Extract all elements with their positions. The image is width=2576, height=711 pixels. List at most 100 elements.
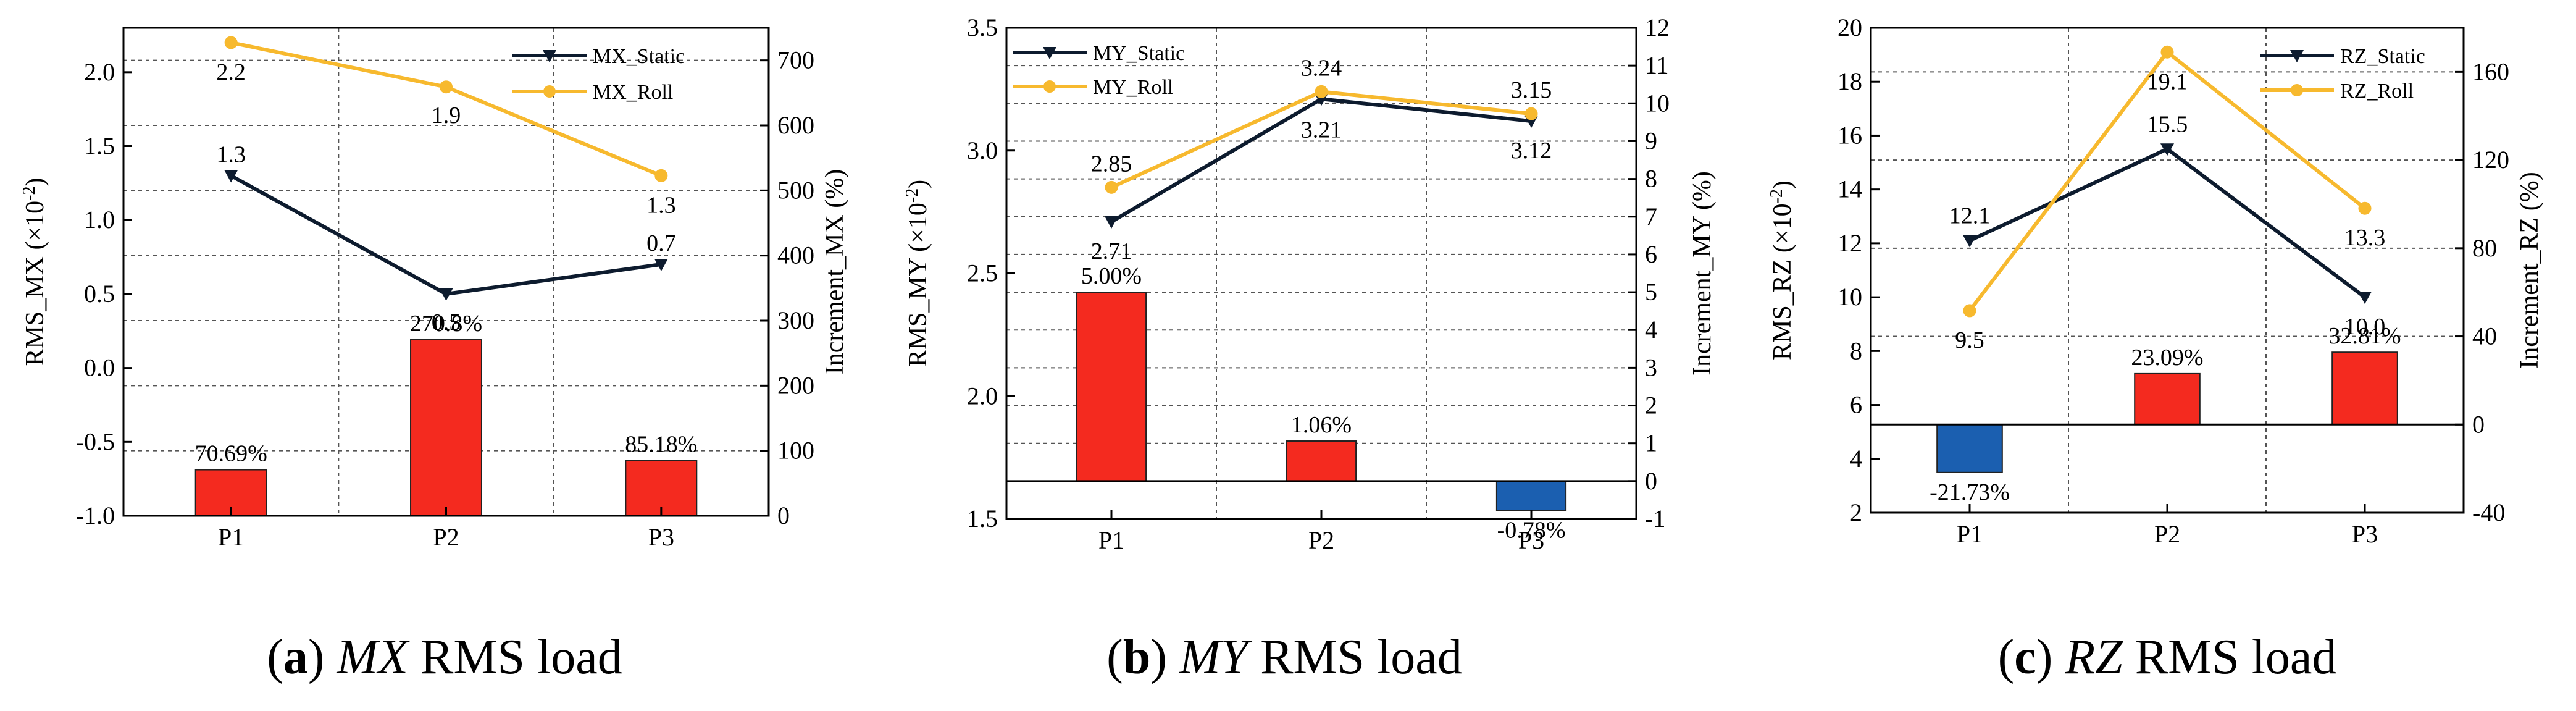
caption-part: MY: [1179, 630, 1253, 684]
panel-caption: (b) MY RMS load: [1106, 630, 1462, 684]
increment-bar: [625, 460, 698, 516]
series-marker: [2160, 143, 2174, 156]
x-axis-tick-label: P1: [218, 523, 244, 551]
series-data-label: 3.21: [1301, 117, 1342, 143]
right-axis-tick-label: 80: [2472, 234, 2497, 262]
x-axis-tick-label: P3: [1518, 526, 1544, 554]
left-axis-tick-label: -0.5: [76, 427, 115, 455]
x-axis-tick-label: P2: [433, 523, 459, 551]
series-data-label: 3.24: [1301, 55, 1342, 81]
right-axis-tick-label: 400: [777, 242, 814, 269]
right-axis-tick-label: 10: [1645, 89, 1670, 117]
legend-label: MX_Static: [593, 45, 685, 68]
series-marker: [440, 80, 453, 94]
right-axis-tick-label: 160: [2472, 57, 2509, 85]
series-marker: [1963, 235, 1976, 248]
right-axis-tick-label: 0: [1645, 467, 1657, 495]
right-axis-tick-label: 500: [777, 176, 814, 204]
x-axis-tick-label: P1: [1957, 520, 1983, 548]
bar-data-label: -0.78%: [1497, 518, 1566, 544]
x-axis-tick-label: P2: [1308, 526, 1334, 554]
chart-panel-mx: 70.69% 270.8% 85.18% 1.3 0.5 0.7 2.2 1.9 1.3 -1.0…: [20, 27, 849, 684]
left-axis-tick-label: 2: [1850, 499, 1862, 526]
right-axis-tick-label: 9: [1645, 127, 1657, 154]
bar-data-label: 23.09%: [2131, 345, 2203, 371]
left-axis-title: RMS_MY (×10-2): [903, 180, 932, 367]
caption-part: c: [2014, 630, 2036, 684]
increment-bar: [1495, 480, 1567, 511]
right-axis-tick-label: 3: [1645, 353, 1657, 381]
legend-marker: [1043, 80, 1056, 93]
series-line-mx_static: [230, 174, 662, 297]
right-axis-tick-label: -40: [2472, 499, 2505, 526]
left-axis-tick-label: 1.5: [84, 132, 115, 160]
caption-part: RMS load: [408, 630, 622, 684]
caption-part: b: [1123, 630, 1151, 684]
left-axis-tick-label: 18: [1838, 67, 1862, 95]
left-axis-tick-label: 12: [1838, 229, 1862, 257]
left-axis-tick-label: 1.5: [967, 505, 998, 532]
caption-part: ): [2036, 630, 2065, 684]
right-axis-title: Increment_MX (%): [821, 169, 849, 374]
left-axis-tick-label: 14: [1838, 175, 1862, 203]
bar-data-label: 85.18%: [625, 431, 697, 457]
series-data-label: 10.0: [2344, 314, 2386, 340]
series-data-label: 13.3: [2344, 225, 2386, 251]
right-axis-tick-label: 6: [1645, 240, 1657, 268]
bar-data-label: 5.00%: [1081, 263, 1142, 289]
right-axis-tick-label: 300: [777, 306, 814, 334]
right-axis-tick-label: 7: [1645, 203, 1657, 230]
increment-bar: [410, 339, 482, 516]
left-axis-tick-label: 4: [1850, 445, 1862, 473]
left-axis-title-superscript: -2: [903, 188, 922, 203]
right-axis-tick-label: 2: [1645, 392, 1657, 419]
left-axis-title-superscript: -2: [20, 187, 39, 201]
right-axis-title: Increment_RZ (%): [2515, 172, 2544, 368]
series-data-label: 1.3: [216, 141, 246, 167]
bar-data-label: 1.06%: [1291, 412, 1352, 438]
legend-label: RZ_Roll: [2340, 80, 2414, 103]
panel-caption: (a) MX RMS load: [267, 630, 622, 684]
left-axis-tick-label: 8: [1850, 337, 1862, 364]
series-data-label: 2.2: [216, 59, 246, 85]
series-marker: [1315, 85, 1328, 98]
right-axis-tick-label: 8: [1645, 165, 1657, 193]
series-marker: [1524, 107, 1538, 120]
left-axis-title-close: ): [21, 178, 49, 187]
increment-bar: [2331, 351, 2398, 426]
left-axis-tick-label: 1.0: [84, 206, 115, 233]
legend-label: MY_Roll: [1093, 76, 1173, 99]
legend-marker: [543, 50, 556, 62]
bar-data-label: 270.8%: [410, 311, 482, 337]
caption-part: (: [1106, 630, 1123, 684]
legend-label: RZ_Static: [2340, 45, 2425, 68]
series-data-label: 2.85: [1091, 151, 1132, 177]
right-axis-title: Increment_MY (%): [1688, 171, 1717, 376]
caption-part: RMS load: [1248, 630, 1462, 684]
legend-marker: [2290, 50, 2304, 62]
x-axis-tick-label: P3: [648, 523, 674, 551]
bar-data-label: 32.81%: [2328, 323, 2401, 349]
left-axis-tick-label: 6: [1850, 391, 1862, 419]
increment-bar: [1076, 292, 1147, 482]
series-marker: [224, 170, 238, 183]
series-data-label: 1.3: [646, 192, 676, 218]
series-line-rz_static: [1968, 146, 2366, 299]
caption-part: ): [308, 630, 337, 684]
series-data-label: 3.15: [1511, 77, 1552, 103]
left-axis-title-close: ): [1768, 180, 1797, 189]
left-axis-tick-label: 2.0: [84, 58, 115, 86]
left-axis-tick-label: 10: [1838, 283, 1862, 311]
series-data-label: 0.7: [646, 230, 676, 256]
increment-bar: [2134, 372, 2201, 426]
series-data-label: 12.1: [1949, 203, 1991, 229]
right-axis-tick-label: 0: [2472, 410, 2485, 438]
series-marker: [1105, 216, 1118, 229]
caption-part: RZ: [2064, 630, 2123, 684]
left-axis-tick-label: 2.0: [967, 382, 998, 410]
series-data-label: 0.5: [432, 309, 461, 335]
caption-part: (: [1998, 630, 2015, 684]
series-marker: [1963, 304, 1976, 318]
right-axis-tick-label: 11: [1645, 51, 1669, 79]
